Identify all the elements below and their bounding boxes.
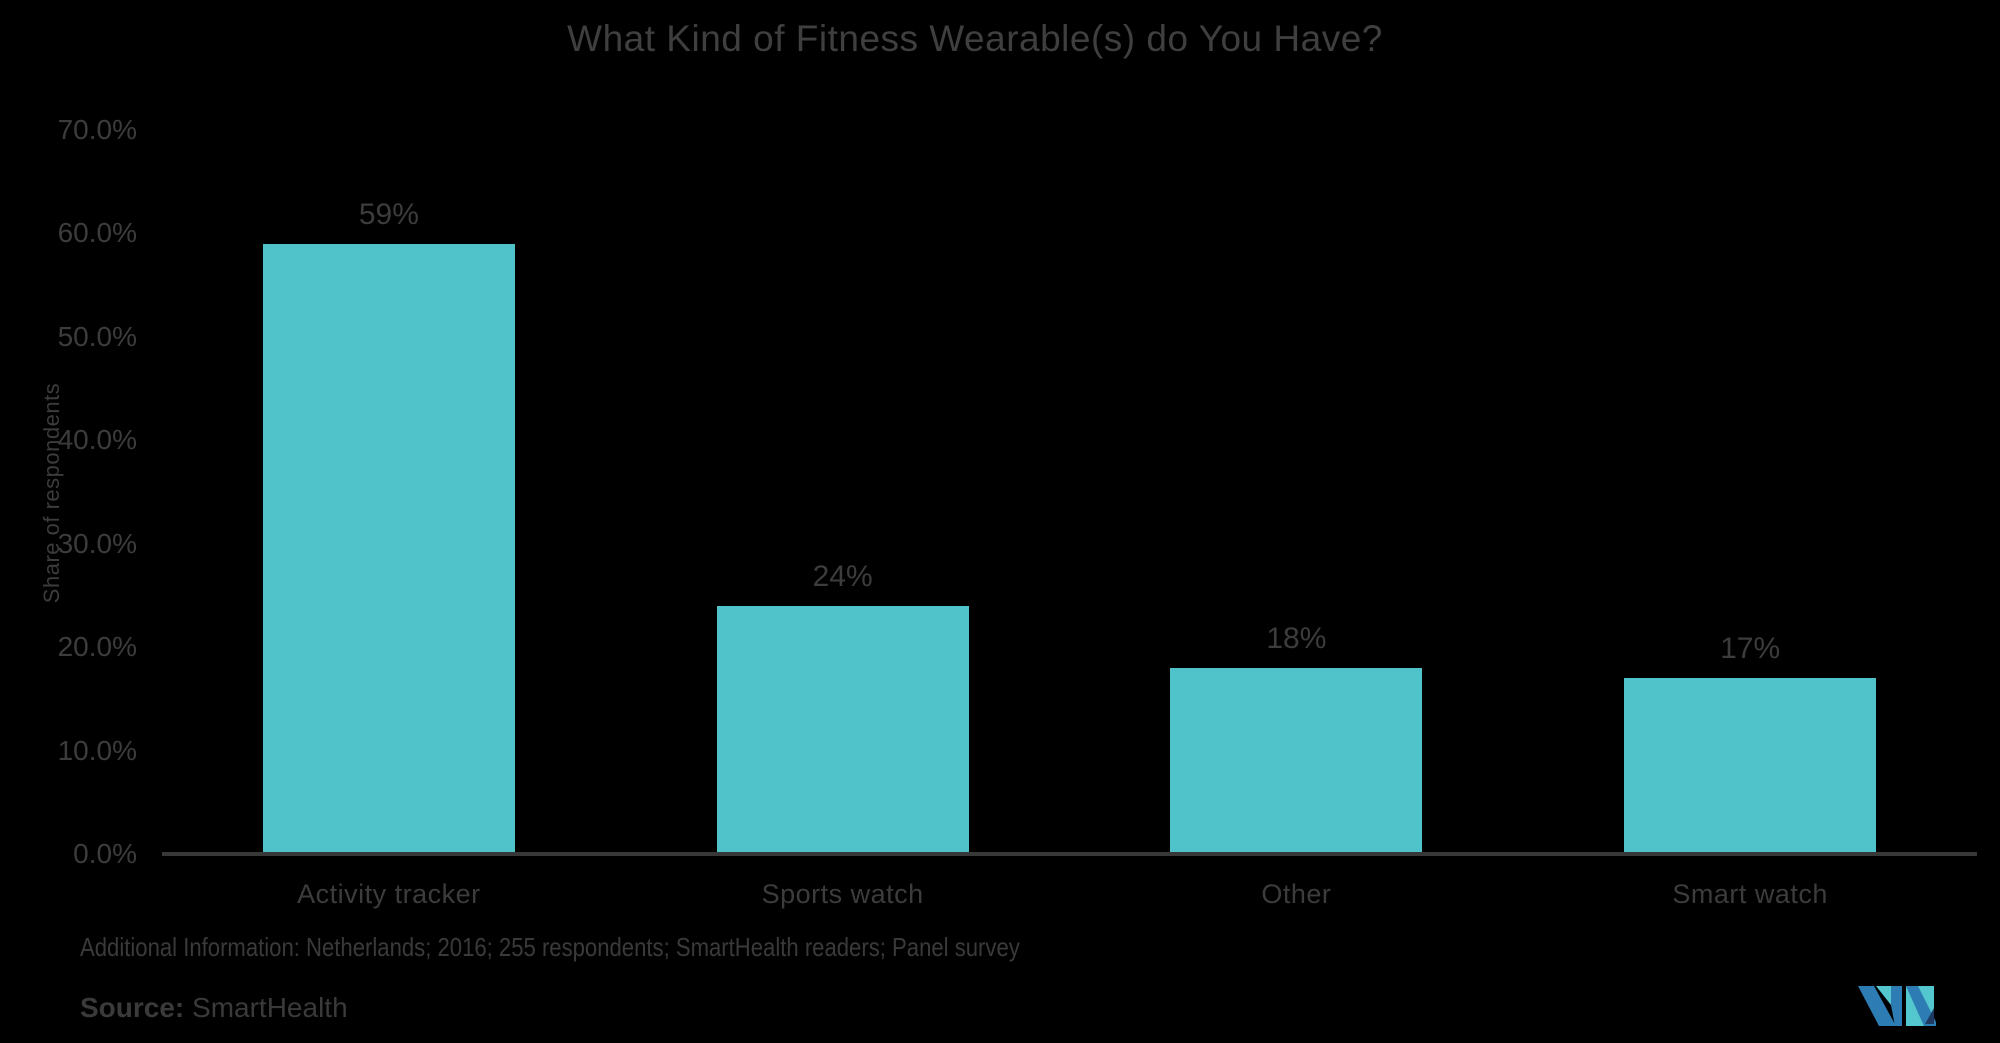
chart-title: What Kind of Fitness Wearable(s) do You … (567, 18, 1383, 59)
mordor-intelligence-logo (1858, 986, 1936, 1026)
logo-m-right-stroke (1891, 986, 1902, 1026)
y-tick-label: 70.0% (57, 114, 137, 145)
x-category-label: Other (1261, 879, 1332, 909)
bar-value-label: 59% (358, 197, 419, 231)
y-axis-title: Share of respondents (39, 382, 64, 604)
y-tick-label: 50.0% (57, 320, 137, 352)
x-category-label: Smart watch (1672, 879, 1828, 909)
bar-value-label: 24% (812, 559, 873, 593)
logo-m-left-stroke (1858, 986, 1896, 1026)
bar (716, 605, 969, 854)
bar-value-label: 17% (1720, 632, 1781, 666)
bar-value-label: 18% (1266, 621, 1327, 655)
logo-i-corner (1925, 1008, 1934, 1024)
bar (1624, 678, 1877, 854)
source-line: Source: SmartHealth (80, 992, 348, 1024)
y-tick-label: 30.0% (57, 527, 137, 559)
y-tick-label: 60.0% (57, 217, 137, 249)
y-tick-label: 20.0% (57, 631, 137, 663)
x-category-label: Activity tracker (297, 879, 481, 909)
y-tick-label: 10.0% (57, 734, 137, 766)
x-category-label: Sports watch (761, 879, 924, 909)
x-axis-line (162, 852, 1977, 856)
y-tick-label: 0.0% (73, 838, 137, 869)
additional-information-text: Additional Information: Netherlands; 201… (80, 932, 1020, 962)
logo-i-diagonal (1906, 986, 1936, 1026)
source-value: SmartHealth (184, 992, 348, 1023)
source-label: Source: (80, 992, 185, 1023)
bar (1170, 667, 1423, 854)
y-tick-label: 40.0% (57, 424, 137, 456)
bar (262, 243, 515, 854)
logo-m-top-accent (1876, 986, 1891, 1005)
